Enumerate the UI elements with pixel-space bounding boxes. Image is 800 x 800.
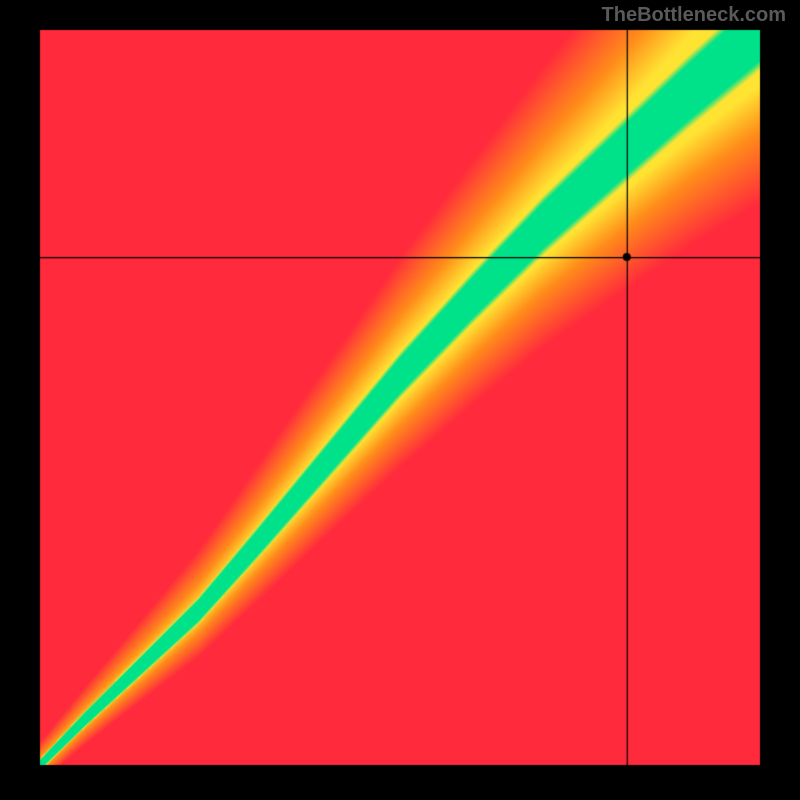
watermark-text: TheBottleneck.com (602, 4, 786, 27)
heatmap-canvas (0, 0, 800, 800)
chart-container: TheBottleneck.com (0, 0, 800, 800)
